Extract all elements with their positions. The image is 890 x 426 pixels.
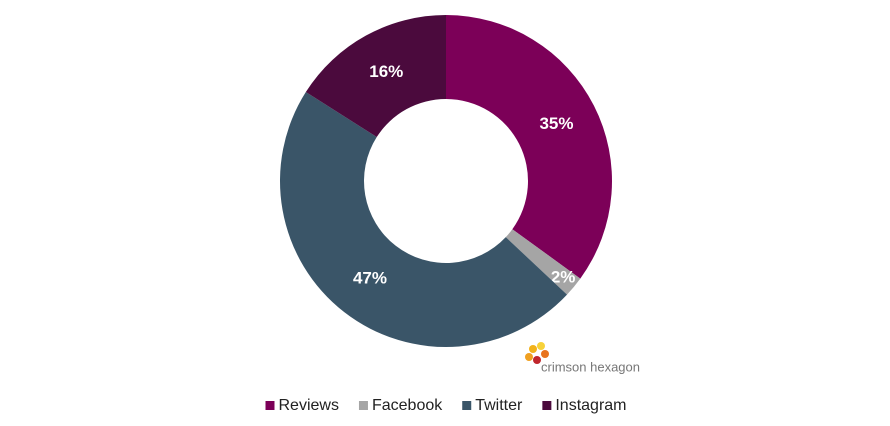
value-label: 47% [353,268,387,287]
logo-dot [525,353,533,361]
value-label: 35% [539,114,573,133]
legend-label: Reviews [279,397,339,414]
legend-swatch [265,401,275,410]
watermark: crimson hexagon [541,359,640,374]
legend-label: Instagram [555,397,626,414]
logo-dot [541,350,549,358]
logo-dot [529,345,537,353]
legend-swatch [462,401,472,410]
logo: crimson hexagon [525,342,640,374]
logo-dot [537,342,545,350]
legend-label: Twitter [475,397,523,414]
value-label: 16% [369,62,403,81]
slice [305,14,446,138]
legend-swatch [358,401,368,410]
slice [505,229,581,295]
slice [446,15,612,279]
slice [280,92,568,347]
logo-dot [533,356,541,364]
legend-label: Facebook [372,397,443,414]
legend-swatch [542,401,552,410]
value-label: 2% [551,267,576,286]
legend: Reviews Facebook Twitter Instagram [265,397,627,414]
